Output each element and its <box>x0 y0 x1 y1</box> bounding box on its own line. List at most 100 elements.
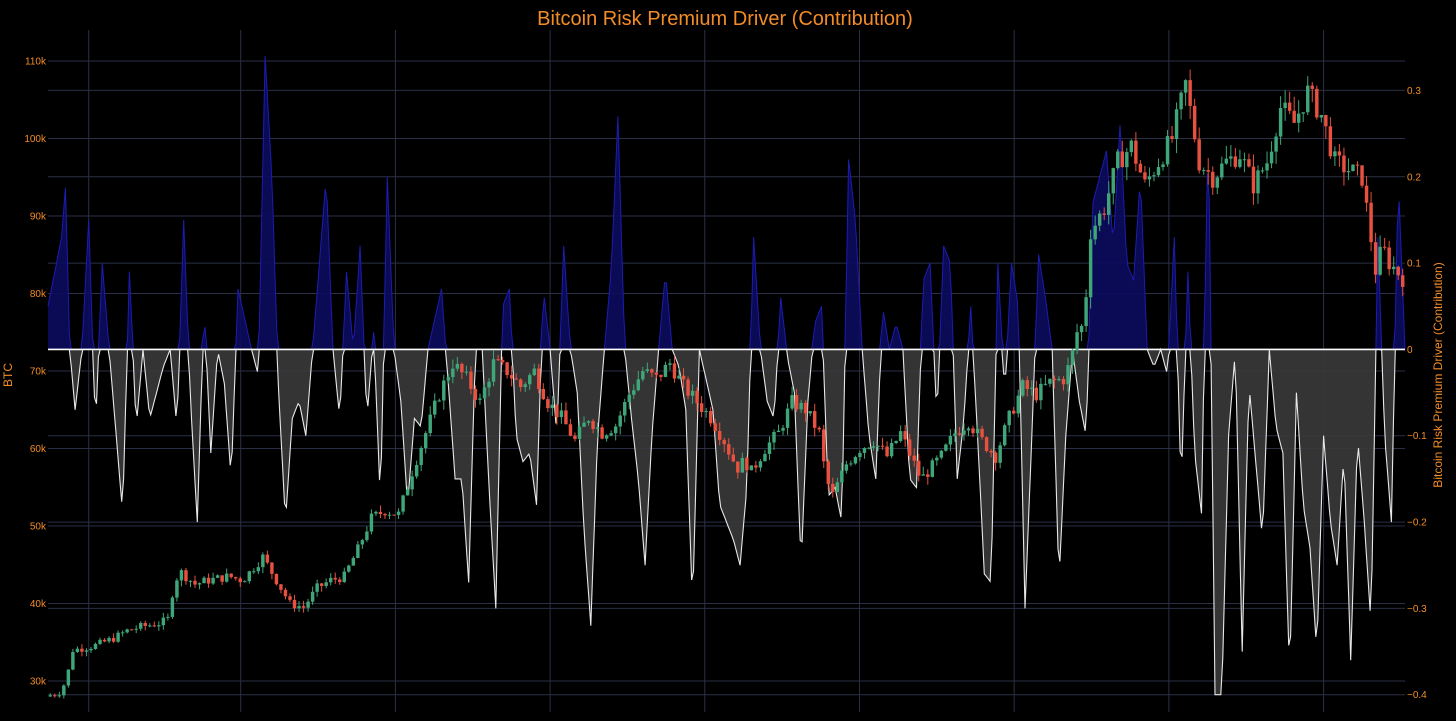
candle-body <box>437 400 441 402</box>
candle-body <box>197 583 202 585</box>
candle-body <box>1152 175 1156 177</box>
candle-body <box>912 455 916 461</box>
candle-body <box>1333 151 1337 157</box>
candle-body <box>1052 378 1057 381</box>
candle-body <box>835 482 840 492</box>
candle-body <box>550 404 555 409</box>
candle-body <box>1165 136 1170 165</box>
candle-body <box>71 652 75 670</box>
left-tick-label: 60k <box>30 444 47 455</box>
candle-body <box>953 433 957 437</box>
candle-body <box>975 428 980 434</box>
candle-body <box>1016 395 1020 414</box>
candle-body <box>627 394 631 403</box>
candle-body <box>1143 172 1147 180</box>
candle-body <box>410 476 414 490</box>
candle-body <box>528 375 532 385</box>
candle-body <box>265 554 270 563</box>
candle-body <box>496 359 500 361</box>
candle-body <box>776 430 781 433</box>
candle-body <box>613 426 618 434</box>
candle-body <box>433 400 437 415</box>
candle-body <box>1025 380 1030 389</box>
candle-body <box>157 625 161 627</box>
candle-body <box>690 390 695 396</box>
candle-body <box>889 443 894 457</box>
candle-body <box>215 575 220 578</box>
candle-body <box>405 489 410 496</box>
candle-body <box>1088 239 1093 298</box>
candle-body <box>338 579 342 583</box>
candle-body <box>1034 387 1039 401</box>
candle-body <box>392 514 396 516</box>
candle-body <box>139 622 143 629</box>
candle-body <box>618 415 622 427</box>
candle-body <box>451 368 455 378</box>
candle-body <box>378 511 383 515</box>
candle-body <box>1120 151 1125 168</box>
candle-body <box>75 648 80 653</box>
candle-body <box>1346 171 1351 173</box>
left-tick-label: 30k <box>30 677 47 688</box>
candle-body <box>1224 158 1229 164</box>
candle-body <box>247 571 252 582</box>
candle-body <box>306 601 310 608</box>
candle-body <box>957 433 962 435</box>
candle-body <box>111 637 116 642</box>
candle-body <box>1161 164 1165 168</box>
candle-body <box>324 582 328 586</box>
candle-body <box>831 483 835 492</box>
candle-body <box>1319 115 1324 118</box>
candle-body <box>482 387 487 399</box>
candle-body <box>1260 170 1265 172</box>
candle-body <box>1306 85 1310 113</box>
left-tick-label: 50k <box>30 522 47 533</box>
left-tick-label: 40k <box>30 599 47 610</box>
candle-body <box>1093 225 1097 240</box>
candle-body <box>514 378 518 380</box>
candle-body <box>505 362 509 376</box>
candle-body <box>880 445 885 447</box>
candle-body <box>677 375 681 379</box>
candle-body <box>984 437 989 451</box>
right-tick-label: 0.2 <box>1407 172 1421 183</box>
candle-body <box>297 606 301 609</box>
candle-body <box>1274 136 1278 152</box>
candle-body <box>1328 126 1333 157</box>
candle-body <box>53 695 57 697</box>
candle-body <box>885 446 889 457</box>
candle-body <box>600 427 604 439</box>
candle-body <box>1048 378 1052 384</box>
candle-body <box>419 448 423 466</box>
candle-body <box>1373 242 1378 275</box>
candle-body <box>1364 185 1369 203</box>
candle-body <box>500 360 505 363</box>
candle-body <box>944 444 948 451</box>
right-tick-label: 0.1 <box>1407 259 1421 270</box>
candle-body <box>279 584 283 590</box>
candle-body <box>1097 213 1102 226</box>
candle-body <box>853 457 858 464</box>
candle-body <box>1211 171 1215 188</box>
candle-body <box>1220 163 1224 178</box>
right-tick-label: −0.2 <box>1407 518 1427 529</box>
candle-body <box>148 625 152 627</box>
candle-body <box>356 544 360 559</box>
candle-body <box>1296 113 1301 123</box>
candle-body <box>1233 156 1238 167</box>
left-tick-label: 110k <box>25 57 47 68</box>
candle-body <box>1324 115 1328 127</box>
candle-body <box>48 695 52 697</box>
candle-body <box>328 577 333 583</box>
candle-body <box>713 423 717 432</box>
candle-body <box>645 369 650 372</box>
candle-body <box>803 402 808 414</box>
candle-body <box>57 695 62 697</box>
candle-body <box>238 578 242 583</box>
candle-body <box>1107 193 1111 215</box>
candle-body <box>1197 139 1201 171</box>
candle-body <box>1066 365 1070 385</box>
candle-body <box>1116 151 1120 169</box>
candle-body <box>1401 275 1405 287</box>
candle-body <box>704 411 708 413</box>
